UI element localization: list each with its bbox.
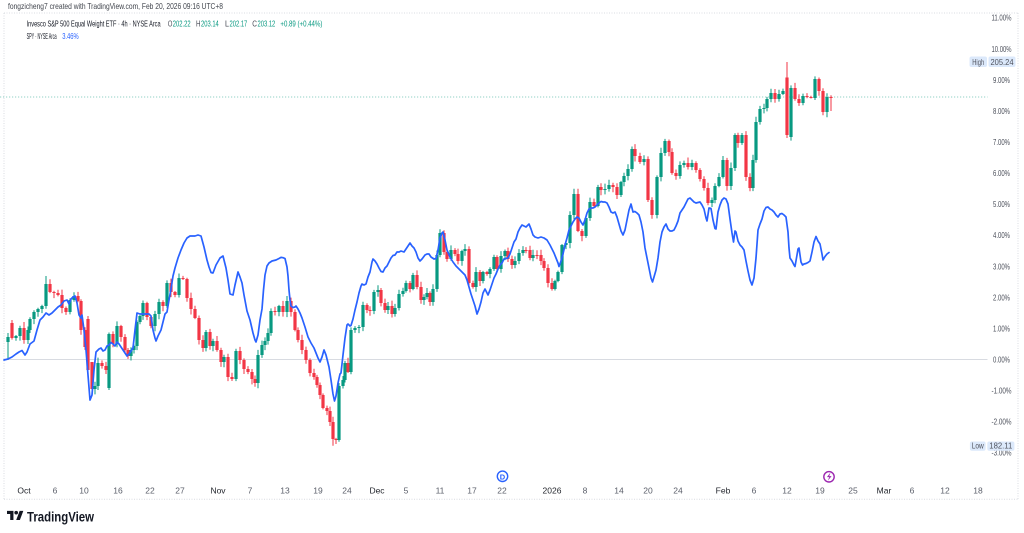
svg-text:9.00%: 9.00% [993,75,1010,85]
svg-text:Invesco S&P 500 Equal Weight E: Invesco S&P 500 Equal Weight ETF · 4h · … [27,19,161,29]
svg-text:6.00%: 6.00% [993,168,1010,178]
svg-text:7: 7 [248,486,253,496]
svg-text:2.00%: 2.00% [993,292,1010,302]
svg-text:11: 11 [436,486,445,496]
svg-text:6: 6 [910,486,915,496]
svg-text:L: L [225,19,229,29]
svg-text:High: High [972,58,984,67]
svg-text:D: D [500,473,506,482]
svg-text:-3.00%: -3.00% [992,448,1012,458]
svg-text:8.00%: 8.00% [993,106,1010,116]
svg-text:+0.89 (+0.44%): +0.89 (+0.44%) [280,19,322,29]
svg-text:24: 24 [342,486,352,496]
svg-text:205.24: 205.24 [991,58,1015,67]
svg-text:19: 19 [815,486,825,496]
svg-text:6: 6 [752,486,757,496]
svg-text:Nov: Nov [210,486,226,496]
svg-text:8: 8 [583,486,588,496]
svg-text:3.00%: 3.00% [993,261,1010,271]
svg-text:4.00%: 4.00% [993,230,1010,240]
svg-text:H: H [196,19,201,29]
svg-text:203.14: 203.14 [201,19,219,29]
svg-text:-1.00%: -1.00% [992,386,1012,396]
svg-text:202.22: 202.22 [173,19,191,29]
svg-text:11.00%: 11.00% [992,13,1012,23]
svg-text:25: 25 [848,486,858,496]
svg-text:3.46%: 3.46% [62,31,79,41]
svg-text:27: 27 [175,486,185,496]
svg-text:2026: 2026 [543,486,562,496]
svg-text:O: O [168,19,173,29]
svg-text:C: C [252,19,257,29]
svg-text:24: 24 [673,486,683,496]
svg-text:fongzicheng7 created with Trad: fongzicheng7 created with TradingView.co… [8,1,223,11]
svg-text:5.00%: 5.00% [993,199,1010,209]
svg-text:13: 13 [280,486,290,496]
svg-text:19: 19 [313,486,323,496]
svg-text:14: 14 [614,486,624,496]
svg-text:16: 16 [113,486,123,496]
svg-text:12: 12 [782,486,792,496]
svg-text:Feb: Feb [716,486,731,496]
svg-text:1.00%: 1.00% [993,323,1010,333]
svg-text:22: 22 [145,486,155,496]
svg-text:12: 12 [940,486,950,496]
svg-text:Oct: Oct [17,486,31,496]
svg-text:202.17: 202.17 [230,19,248,29]
svg-text:203.12: 203.12 [258,19,276,29]
svg-text:6: 6 [53,486,58,496]
svg-text:182.11: 182.11 [989,442,1013,451]
svg-text:Low: Low [972,442,984,451]
svg-text:10: 10 [79,486,89,496]
svg-text:5: 5 [404,486,409,496]
svg-text:-2.00%: -2.00% [992,417,1012,427]
svg-text:Dec: Dec [369,486,385,496]
svg-text:SPY · NYSE Arca: SPY · NYSE Arca [27,31,57,41]
svg-text:22: 22 [497,486,507,496]
svg-text:0.00%: 0.00% [993,355,1010,365]
svg-text:Mar: Mar [877,486,892,496]
svg-text:18: 18 [973,486,983,496]
svg-text:TradingView: TradingView [27,510,94,525]
svg-text:7.00%: 7.00% [993,137,1010,147]
svg-text:20: 20 [643,486,653,496]
svg-text:10.00%: 10.00% [992,44,1012,54]
svg-text:17: 17 [467,486,477,496]
